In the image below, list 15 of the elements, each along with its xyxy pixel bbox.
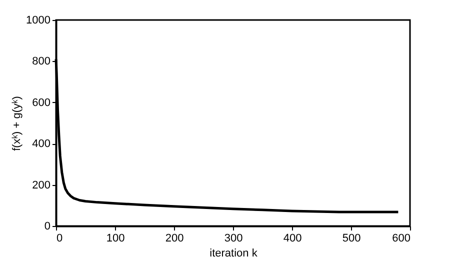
x-tick-label: 500 xyxy=(342,232,361,244)
x-axis-title: iteration k xyxy=(210,248,258,260)
x-tick-label: 600 xyxy=(392,232,410,244)
x-tick-label: 0 xyxy=(56,232,63,244)
x-tick-label: 400 xyxy=(283,232,302,244)
y-tick-label: 600 xyxy=(32,96,50,109)
y-tick-label: 1000 xyxy=(26,14,50,26)
y-tick-label: 0 xyxy=(44,220,50,232)
y-tick-label: 800 xyxy=(32,56,50,68)
y-tick-label: 400 xyxy=(32,138,50,150)
x-tick-label: 200 xyxy=(165,232,184,244)
x-tick-label: 300 xyxy=(224,232,243,244)
y-tick-label: 200 xyxy=(32,179,50,192)
x-tick-label: 100 xyxy=(106,232,125,244)
y-axis-title: f(xᵏ) + g(yᵏ) xyxy=(11,96,24,151)
